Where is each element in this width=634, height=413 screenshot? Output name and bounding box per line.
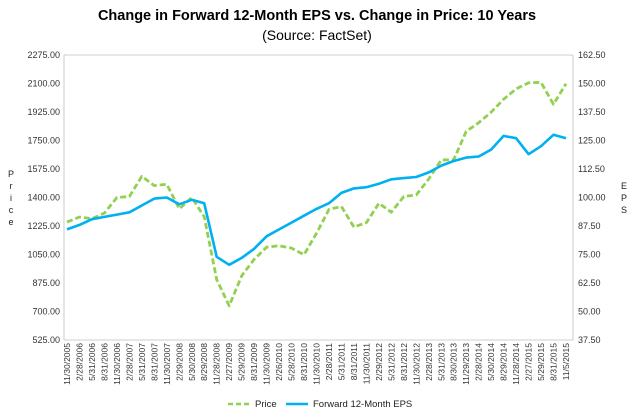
y-axis-left-label-letter: c <box>9 205 14 215</box>
x-tick-label: 11/30/2007 <box>162 343 172 385</box>
y-left-tick-label: 1575.00 <box>27 164 60 174</box>
x-tick-label: 8/31/2011 <box>349 343 359 380</box>
y-axis-right-label-letter: S <box>621 205 627 215</box>
x-tick-label: 5/31/2013 <box>436 343 446 381</box>
y-left-tick-label: 2275.00 <box>27 50 60 60</box>
x-tick-label: 8/30/2013 <box>449 343 459 381</box>
y-axis-right-label-letter: P <box>621 193 627 203</box>
chart-title: Change in Forward 12-Month EPS vs. Chang… <box>98 8 536 24</box>
y-axis-right-ticks: 37.50 50.00 62.50 75.00 87.50 100.00 112.50 125… <box>578 50 606 345</box>
y-axis-left-label-letter: i <box>10 193 12 203</box>
y-axis-left-label-letter: e <box>8 217 13 227</box>
y-right-tick-label: 125.00 <box>578 136 606 146</box>
y-right-tick-label: 100.00 <box>578 193 606 203</box>
y-left-tick-label: 525.00 <box>32 335 60 345</box>
x-tick-label: 2/29/2008 <box>174 343 184 381</box>
x-tick-label: 11/30/2006 <box>112 343 122 385</box>
chart-subtitle: (Source: FactSet) <box>262 27 372 43</box>
y-right-tick-label: 150.00 <box>578 79 606 89</box>
y-right-tick-label: 37.50 <box>578 335 601 345</box>
y-left-tick-label: 700.00 <box>32 307 60 317</box>
x-tick-label: 5/31/2006 <box>87 343 97 381</box>
x-tick-label: 5/31/2007 <box>137 343 147 381</box>
y-right-tick-label: 137.50 <box>578 107 606 117</box>
x-tick-label: 8/31/2007 <box>149 343 159 381</box>
x-tick-label: 2/28/2013 <box>424 343 434 381</box>
x-tick-label: 5/31/2012 <box>386 343 396 381</box>
x-tick-label: 11/28/2014 <box>511 343 521 385</box>
x-tick-label: 11/5/2015 <box>561 343 571 380</box>
y-left-tick-label: 1925.00 <box>27 107 60 117</box>
x-tick-label: 2/29/2012 <box>374 343 384 381</box>
x-tick-label: 5/28/2010 <box>287 343 297 381</box>
y-axis-left-label-letter: r <box>10 181 13 191</box>
series-line-price <box>66 81 568 308</box>
x-tick-label: 8/31/2015 <box>549 343 559 381</box>
y-left-tick-label: 1400.00 <box>27 193 60 203</box>
y-right-tick-label: 112.50 <box>578 164 605 174</box>
y-right-tick-label: 162.50 <box>578 50 606 60</box>
legend-label-price: Price <box>255 399 277 410</box>
x-tick-label: 11/30/2010 <box>312 343 322 385</box>
y-left-tick-label: 1750.00 <box>27 136 60 146</box>
x-tick-label: 2/27/2015 <box>524 343 534 381</box>
y-axis-right-label-letter: E <box>621 181 627 191</box>
legend-label-eps: Forward 12-Month EPS <box>313 399 412 410</box>
x-tick-label: 5/29/2009 <box>237 343 247 381</box>
x-tick-label: 8/29/2014 <box>499 343 509 381</box>
y-right-tick-label: 75.00 <box>578 250 601 260</box>
y-axis-right-label: EPS <box>621 181 627 215</box>
x-tick-label: 2/28/2006 <box>74 343 84 381</box>
x-tick-label: 8/31/2006 <box>99 343 109 381</box>
x-tick-label: 11/30/2005 <box>62 343 72 385</box>
x-tick-label: 8/29/2008 <box>199 343 209 381</box>
x-tick-label: 5/29/2015 <box>536 343 546 381</box>
x-tick-label: 5/31/2011 <box>336 343 346 380</box>
legend: Price Forward 12-Month EPS <box>228 399 412 410</box>
y-axis-left-label: Price <box>8 169 14 227</box>
series-line-eps <box>66 133 567 267</box>
x-tick-label: 8/31/2012 <box>399 343 409 381</box>
y-right-tick-label: 87.50 <box>578 221 601 231</box>
x-tick-label: 2/27/2009 <box>224 343 234 381</box>
y-axis-left-label-letter: P <box>8 169 14 179</box>
y-right-tick-label: 62.50 <box>578 278 601 288</box>
y-left-tick-label: 2100.00 <box>27 79 60 89</box>
series-layer <box>66 81 568 308</box>
y-axis-left-ticks: 525.00 700.00 875.00 1050.00 1225.00 1400.00 1… <box>27 50 60 345</box>
y-left-tick-label: 875.00 <box>32 278 60 288</box>
y-left-tick-label: 1050.00 <box>27 250 60 260</box>
x-tick-label: 2/26/2010 <box>274 343 284 381</box>
x-tick-label: 5/30/2008 <box>187 343 197 381</box>
x-tick-label: 2/28/2007 <box>124 343 134 381</box>
y-left-tick-label: 1225.00 <box>27 221 60 231</box>
x-tick-label: 11/30/2012 <box>411 343 421 385</box>
x-tick-label: 2/28/2014 <box>474 343 484 381</box>
x-tick-label: 8/31/2010 <box>299 343 309 381</box>
x-axis-ticks: 11/30/2005 2/28/2006 5/31/2006 8/31/2006 11/… <box>62 343 571 385</box>
x-tick-label: 11/30/2009 <box>262 343 272 385</box>
x-tick-label: 11/29/2013 <box>461 343 471 385</box>
x-tick-label: 11/30/2011 <box>361 343 371 385</box>
x-tick-label: 5/30/2014 <box>486 343 496 381</box>
x-tick-label: 2/28/2011 <box>324 343 334 380</box>
x-tick-label: 8/31/2009 <box>249 343 259 381</box>
y-right-tick-label: 50.00 <box>578 307 601 317</box>
x-tick-label: 11/28/2008 <box>212 343 222 385</box>
